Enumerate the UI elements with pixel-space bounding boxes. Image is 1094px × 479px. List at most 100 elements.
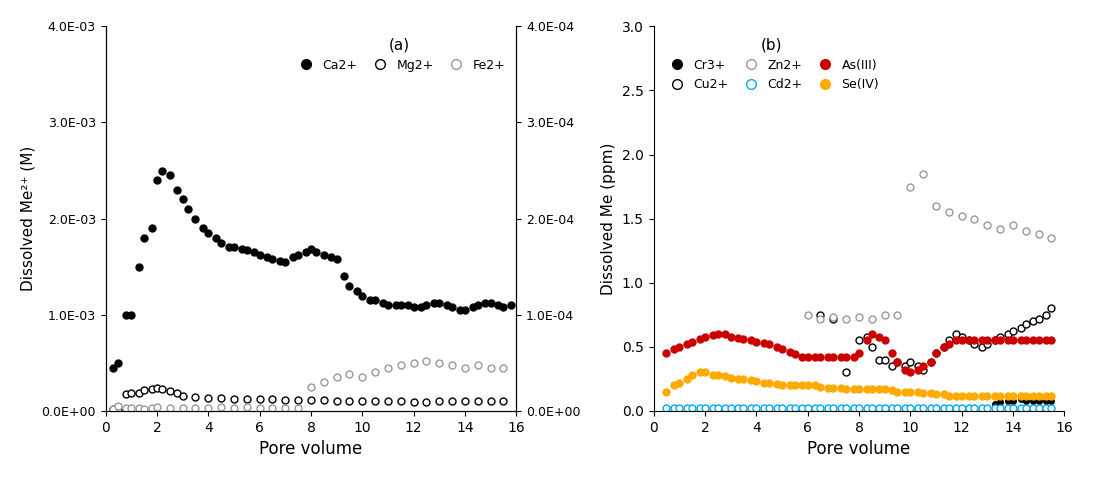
Fe2+ [407, 360, 420, 365]
Se(IV) [1045, 393, 1058, 399]
As(III) [745, 338, 758, 343]
Mg2+ [497, 399, 510, 404]
Cu2+ [814, 312, 827, 318]
Se(IV) [660, 389, 673, 395]
Cr3+ [993, 399, 1006, 405]
Cd2+ [1045, 405, 1058, 411]
As(III) [898, 367, 911, 373]
Zn2+ [891, 312, 904, 318]
Mg2+ [356, 398, 369, 404]
Fe2+ [125, 405, 138, 411]
Line: Zn2+: Zn2+ [804, 170, 1055, 322]
Cu2+ [942, 338, 955, 343]
Fe2+ [279, 405, 292, 411]
Cu2+ [1006, 329, 1020, 334]
Mg2+ [342, 398, 356, 404]
Ca2+ [497, 304, 510, 310]
Zn2+ [1032, 231, 1045, 237]
Mg2+ [407, 399, 420, 405]
Mg2+ [125, 390, 138, 396]
Zn2+ [930, 203, 943, 209]
Legend: Cr3+, Cu2+, Zn2+, Cd2+, As(III), Se(IV): Cr3+, Cu2+, Zn2+, Cd2+, As(III), Se(IV) [660, 33, 884, 96]
Line: Cd2+: Cd2+ [663, 405, 1055, 412]
Mg2+ [445, 399, 458, 404]
Mg2+ [132, 390, 146, 396]
Cu2+ [852, 338, 865, 343]
Line: Cu2+: Cu2+ [817, 305, 1055, 376]
Line: As(III): As(III) [663, 331, 1055, 376]
Cu2+ [860, 334, 873, 340]
Mg2+ [291, 397, 304, 403]
Line: Se(IV): Se(IV) [663, 369, 1055, 399]
Ca2+ [155, 168, 168, 173]
Se(IV) [801, 382, 814, 388]
Cr3+ [1045, 398, 1058, 403]
Mg2+ [369, 399, 382, 404]
Cd2+ [749, 405, 763, 411]
Se(IV) [942, 393, 955, 399]
Legend: Ca2+, Mg2+, Fe2+: Ca2+, Mg2+, Fe2+ [289, 33, 510, 77]
Mg2+ [266, 397, 279, 402]
Ca2+ [235, 247, 248, 252]
Cu2+ [938, 344, 951, 350]
Zn2+ [993, 226, 1006, 232]
Cr3+ [1014, 397, 1027, 402]
Mg2+ [241, 396, 254, 402]
Cu2+ [968, 342, 981, 347]
Cu2+ [980, 342, 993, 347]
Cd2+ [660, 405, 673, 411]
Fe2+ [342, 372, 356, 377]
Zn2+ [801, 312, 814, 318]
Fe2+ [472, 362, 485, 367]
Cu2+ [891, 359, 904, 365]
Mg2+ [420, 399, 433, 405]
Y-axis label: Dissolved Me (ppm): Dissolved Me (ppm) [602, 142, 616, 295]
Fe2+ [433, 360, 446, 365]
Mg2+ [119, 391, 132, 397]
Cu2+ [898, 363, 911, 369]
Zn2+ [980, 222, 993, 228]
Mg2+ [112, 407, 125, 413]
Cr3+ [865, 405, 878, 411]
Mg2+ [330, 398, 344, 403]
Fe2+ [228, 405, 241, 411]
Zn2+ [955, 213, 968, 219]
Se(IV) [873, 386, 886, 392]
Cu2+ [839, 370, 852, 376]
Se(IV) [757, 380, 770, 386]
Zn2+ [1020, 228, 1033, 234]
Line: Ca2+: Ca2+ [109, 167, 514, 371]
Fe2+ [163, 405, 176, 411]
Fe2+ [253, 405, 266, 411]
Mg2+ [458, 399, 472, 404]
Fe2+ [146, 405, 159, 411]
Zn2+ [852, 314, 865, 320]
Fe2+ [382, 365, 395, 370]
Cu2+ [930, 350, 943, 356]
As(III) [1006, 338, 1020, 343]
Zn2+ [917, 171, 930, 177]
Fe2+ [330, 375, 344, 380]
Cu2+ [904, 359, 917, 365]
Fe2+ [132, 405, 146, 411]
Ca2+ [107, 365, 120, 370]
Fe2+ [119, 405, 132, 411]
Zn2+ [839, 316, 852, 321]
Cr3+ [796, 405, 810, 411]
Mg2+ [201, 395, 214, 400]
Mg2+ [155, 387, 168, 392]
Cu2+ [1020, 321, 1033, 327]
Zn2+ [878, 312, 892, 318]
As(III) [801, 354, 814, 360]
Fe2+ [445, 362, 458, 367]
Mg2+ [433, 399, 446, 404]
Cd2+ [737, 405, 750, 411]
Cu2+ [911, 363, 924, 369]
Mg2+ [394, 399, 407, 404]
Cu2+ [873, 357, 886, 363]
As(III) [873, 334, 886, 340]
Mg2+ [171, 390, 184, 396]
Cu2+ [865, 344, 878, 350]
Zn2+ [904, 183, 917, 189]
Ca2+ [300, 250, 313, 255]
